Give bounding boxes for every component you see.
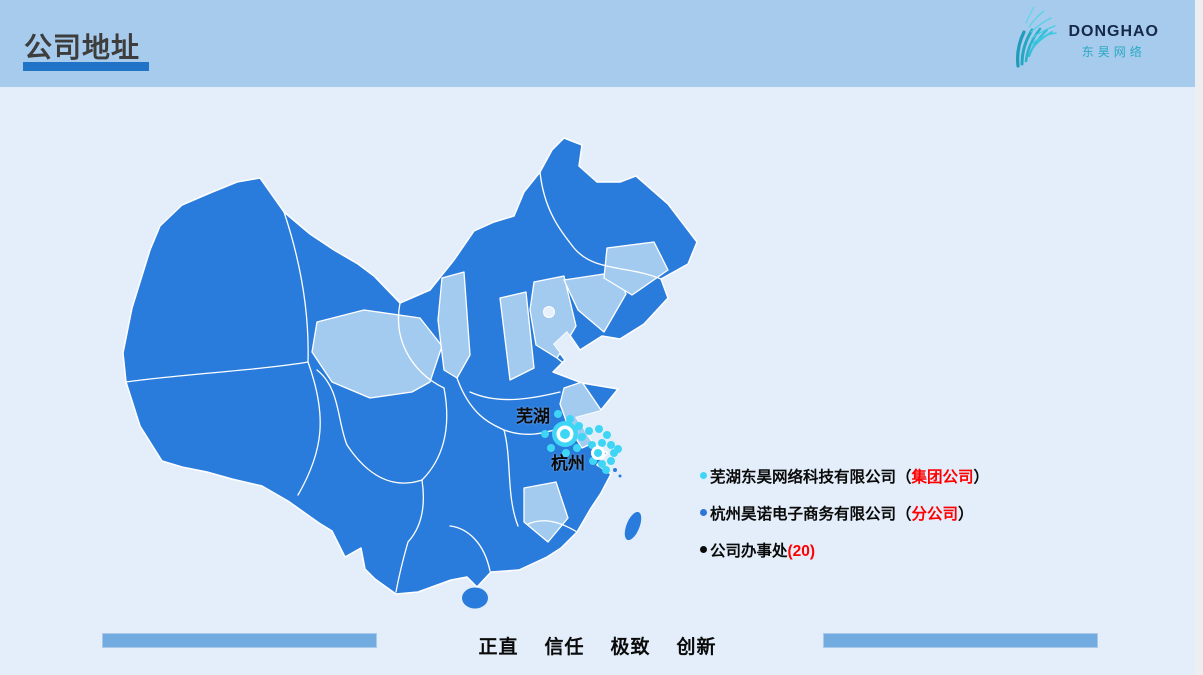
city-label-wuhu: 芜湖: [516, 407, 550, 426]
legend-item-group-company: 芜湖东昊网络科技有限公司（集团公司）: [700, 462, 989, 489]
map-legend: 芜湖东昊网络科技有限公司（集团公司） 杭州昊诺电子商务有限公司（分公司） 公司办…: [700, 462, 989, 573]
china-map-svg: [122, 137, 698, 609]
right-edge-strip: [1195, 0, 1203, 675]
legend-bullet-cyan-icon: [700, 472, 707, 479]
legend-company-name: 芜湖东昊网络科技有限公司: [710, 468, 897, 486]
wuhu-marker: [552, 421, 578, 447]
legend-highlight: 集团公司: [911, 468, 974, 486]
motto-word: 正直: [478, 637, 519, 658]
legend-company-name: 杭州昊诺电子商务有限公司: [710, 505, 897, 523]
company-motto: 正直 信任 极致 创新: [0, 632, 1195, 659]
logo-brand-name: DONGHAO: [1068, 23, 1159, 40]
legend-office-count: (20): [787, 542, 816, 560]
motto-word: 信任: [544, 637, 585, 658]
legend-bullet-blue-icon: [700, 509, 707, 516]
legend-bullet-black-icon: [700, 546, 707, 553]
header-band: 公司地址 DONGHAO 东昊网络: [0, 0, 1203, 87]
feather-logo-icon: [1002, 4, 1066, 79]
taiwan-island: [624, 511, 642, 541]
legend-highlight: 分公司: [911, 505, 959, 523]
motto-word: 极致: [610, 637, 651, 658]
city-label-hangzhou: 杭州: [551, 454, 585, 473]
hainan-island: [462, 587, 488, 609]
footer-bar-right: [823, 633, 1098, 648]
logo-brand-name-cn: 东昊网络: [1081, 45, 1146, 59]
motto-word: 创新: [676, 637, 717, 658]
footer-bar-left: [102, 633, 377, 648]
beijing-area: [543, 306, 555, 318]
hangzhou-marker: [591, 446, 605, 460]
legend-item-branch-company: 杭州昊诺电子商务有限公司（分公司）: [700, 499, 989, 526]
office-dots: [541, 410, 622, 474]
legend-office-label: 公司办事处: [710, 542, 788, 560]
legend-item-offices: 公司办事处(20): [700, 536, 989, 563]
company-logo: DONGHAO 东昊网络: [1002, 4, 1159, 79]
title-underline: [23, 62, 149, 71]
page-title: 公司地址: [24, 32, 141, 63]
light-provinces: [311, 241, 669, 543]
china-map: 芜湖 杭州: [112, 130, 702, 620]
